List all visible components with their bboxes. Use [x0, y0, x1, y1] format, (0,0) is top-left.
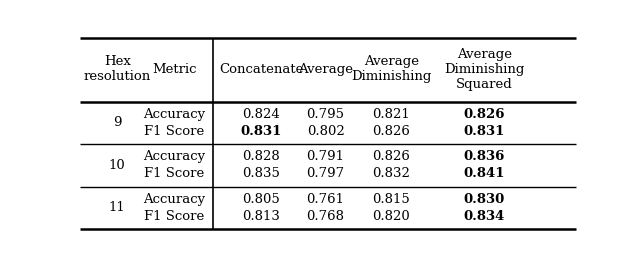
Text: 0.791: 0.791 — [307, 150, 344, 163]
Text: Accuracy: Accuracy — [143, 193, 205, 206]
Text: 0.831: 0.831 — [241, 125, 282, 138]
Text: Hex
resolution: Hex resolution — [84, 55, 151, 83]
Text: 0.828: 0.828 — [242, 150, 280, 163]
Text: Average
Diminishing
Squared: Average Diminishing Squared — [444, 48, 524, 91]
Text: F1 Score: F1 Score — [144, 210, 204, 223]
Text: 0.831: 0.831 — [463, 125, 505, 138]
Text: 0.826: 0.826 — [372, 150, 410, 163]
Text: 0.821: 0.821 — [372, 108, 410, 121]
Text: 0.797: 0.797 — [307, 167, 344, 180]
Text: 0.813: 0.813 — [242, 210, 280, 223]
Text: F1 Score: F1 Score — [144, 125, 204, 138]
Text: 10: 10 — [109, 159, 125, 172]
Text: Accuracy: Accuracy — [143, 108, 205, 121]
Text: 0.795: 0.795 — [307, 108, 344, 121]
Text: 0.841: 0.841 — [463, 167, 505, 180]
Text: 0.761: 0.761 — [307, 193, 344, 206]
Text: 0.836: 0.836 — [463, 150, 505, 163]
Text: 0.834: 0.834 — [463, 210, 505, 223]
Text: Metric: Metric — [152, 63, 196, 76]
Text: Concatenate: Concatenate — [219, 63, 303, 76]
Text: 0.815: 0.815 — [372, 193, 410, 206]
Text: Accuracy: Accuracy — [143, 150, 205, 163]
Text: 11: 11 — [109, 201, 125, 214]
Text: 0.826: 0.826 — [463, 108, 505, 121]
Text: 0.805: 0.805 — [242, 193, 280, 206]
Text: 0.826: 0.826 — [372, 125, 410, 138]
Text: F1 Score: F1 Score — [144, 167, 204, 180]
Text: 9: 9 — [113, 116, 122, 129]
Text: Average: Average — [298, 63, 353, 76]
Text: 0.824: 0.824 — [242, 108, 280, 121]
Text: 0.768: 0.768 — [307, 210, 344, 223]
Text: 0.835: 0.835 — [242, 167, 280, 180]
Text: Average
Diminishing: Average Diminishing — [351, 55, 431, 83]
Text: 0.830: 0.830 — [463, 193, 505, 206]
Text: 0.832: 0.832 — [372, 167, 410, 180]
Text: 0.802: 0.802 — [307, 125, 344, 138]
Text: 0.820: 0.820 — [372, 210, 410, 223]
